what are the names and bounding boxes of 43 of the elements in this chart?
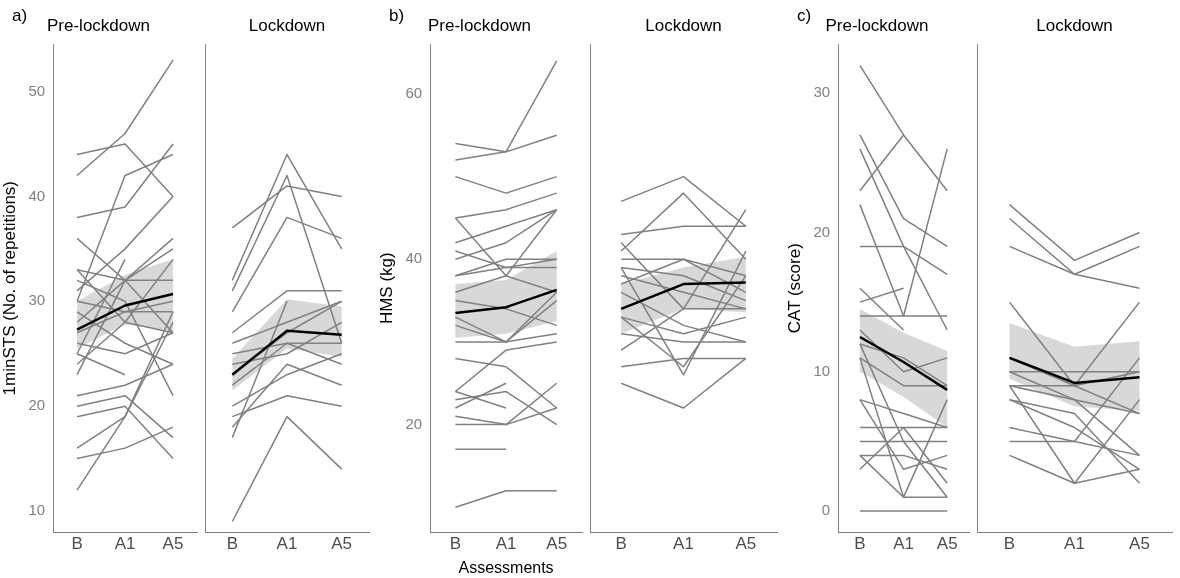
x-tick-label: B — [1003, 533, 1016, 553]
x-tick-label: A1 — [495, 533, 517, 553]
y-tick-label: 20 — [405, 414, 423, 432]
x-tick-label: B — [854, 533, 866, 553]
x-tick-label: A5 — [162, 533, 184, 553]
x-axis-title: Assessments — [458, 558, 554, 576]
y-axis-title: CAT (score) — [784, 243, 804, 334]
x-tick-label: B — [615, 533, 627, 553]
y-tick-label: 60 — [405, 84, 423, 102]
y-tick-label: 20 — [813, 222, 831, 240]
x-tick-label: A5 — [735, 533, 757, 553]
y-tick-label: 10 — [813, 361, 831, 379]
x-tick-label: A1 — [114, 533, 136, 553]
y-axis-title: 1minSTS (No. of repetitions) — [0, 180, 19, 396]
x-tick-label: A1 — [1064, 533, 1085, 553]
x-tick-label: B — [449, 533, 462, 553]
x-tick-label: A5 — [1129, 533, 1150, 553]
chart-title: Lockdown — [1036, 15, 1113, 35]
x-tick-label: A1 — [673, 533, 694, 553]
chart-title: Lockdown — [248, 15, 326, 35]
x-tick-label: B — [226, 533, 239, 553]
y-tick-label: 30 — [813, 83, 831, 101]
x-tick-label: A1 — [893, 533, 914, 553]
y-tick-label: 40 — [28, 186, 46, 204]
x-tick-label: A5 — [331, 533, 353, 553]
x-tick-label: A5 — [936, 533, 958, 553]
y-tick-label: 40 — [405, 249, 423, 267]
chart-title: Lockdown — [645, 15, 722, 35]
y-tick-label: 10 — [28, 501, 46, 519]
text: a) — [12, 6, 28, 26]
y-tick-label: 0 — [821, 501, 831, 519]
y-tick-label: 50 — [28, 81, 46, 99]
chart-title: Pre-lockdown — [428, 15, 531, 35]
chart-title: Pre-lockdown — [47, 15, 150, 35]
y-tick-label: 30 — [28, 291, 46, 309]
x-tick-label: B — [71, 533, 83, 553]
y-tick-label: 20 — [28, 396, 46, 414]
text: b) — [389, 6, 405, 26]
chart-title: Pre-lockdown — [825, 15, 929, 35]
x-tick-label: A1 — [276, 533, 298, 553]
y-axis-title: HMS (kg) — [376, 252, 396, 325]
text: c) — [797, 6, 812, 26]
x-tick-label: A5 — [546, 533, 568, 553]
